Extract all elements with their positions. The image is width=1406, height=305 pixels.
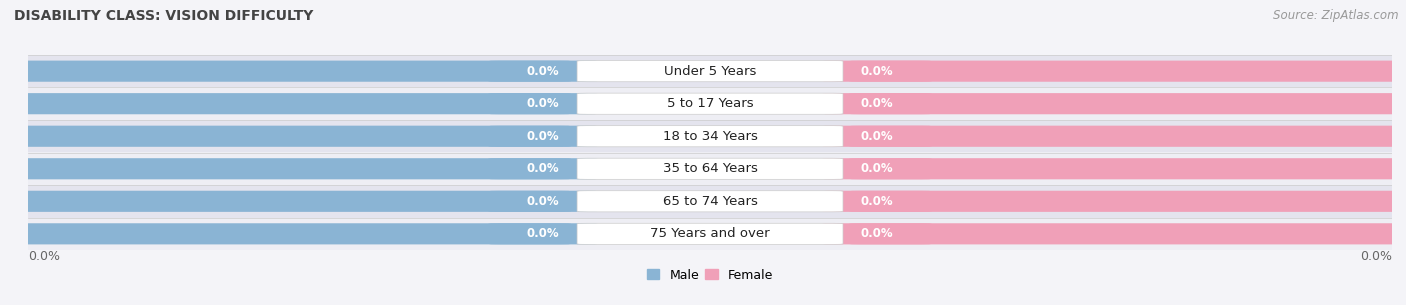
Legend: Male, Female: Male, Female: [643, 264, 778, 287]
Text: 0.0%: 0.0%: [860, 97, 893, 110]
FancyBboxPatch shape: [18, 191, 571, 212]
FancyBboxPatch shape: [849, 191, 1402, 212]
FancyBboxPatch shape: [488, 223, 598, 244]
FancyBboxPatch shape: [576, 126, 844, 147]
FancyBboxPatch shape: [576, 93, 844, 114]
Text: 18 to 34 Years: 18 to 34 Years: [662, 130, 758, 143]
Text: 0.0%: 0.0%: [527, 65, 560, 78]
Text: 0.0%: 0.0%: [1360, 250, 1392, 263]
FancyBboxPatch shape: [488, 93, 598, 114]
Text: 0.0%: 0.0%: [860, 195, 893, 208]
FancyBboxPatch shape: [849, 93, 1402, 114]
FancyBboxPatch shape: [849, 126, 1402, 147]
FancyBboxPatch shape: [823, 191, 932, 212]
Text: 5 to 17 Years: 5 to 17 Years: [666, 97, 754, 110]
FancyBboxPatch shape: [576, 61, 844, 82]
Bar: [28, 217, 1392, 250]
FancyBboxPatch shape: [18, 61, 571, 82]
Bar: [28, 55, 1392, 88]
Text: 75 Years and over: 75 Years and over: [650, 227, 770, 240]
Text: 35 to 64 Years: 35 to 64 Years: [662, 162, 758, 175]
FancyBboxPatch shape: [823, 93, 932, 114]
Bar: [28, 120, 1392, 152]
Text: 0.0%: 0.0%: [527, 195, 560, 208]
FancyBboxPatch shape: [18, 126, 571, 147]
Text: 0.0%: 0.0%: [527, 130, 560, 143]
FancyBboxPatch shape: [488, 126, 598, 147]
Text: 0.0%: 0.0%: [527, 227, 560, 240]
Text: 65 to 74 Years: 65 to 74 Years: [662, 195, 758, 208]
Bar: [28, 152, 1392, 185]
FancyBboxPatch shape: [849, 158, 1402, 179]
FancyBboxPatch shape: [18, 223, 571, 244]
FancyBboxPatch shape: [576, 191, 844, 212]
Text: 0.0%: 0.0%: [860, 227, 893, 240]
FancyBboxPatch shape: [18, 158, 571, 179]
FancyBboxPatch shape: [849, 61, 1402, 82]
Text: 0.0%: 0.0%: [527, 162, 560, 175]
Bar: [28, 88, 1392, 120]
FancyBboxPatch shape: [849, 223, 1402, 244]
Text: Source: ZipAtlas.com: Source: ZipAtlas.com: [1274, 9, 1399, 22]
Text: 0.0%: 0.0%: [527, 97, 560, 110]
Text: Under 5 Years: Under 5 Years: [664, 65, 756, 78]
Text: 0.0%: 0.0%: [28, 250, 60, 263]
FancyBboxPatch shape: [823, 126, 932, 147]
FancyBboxPatch shape: [823, 223, 932, 244]
FancyBboxPatch shape: [488, 191, 598, 212]
Text: 0.0%: 0.0%: [860, 65, 893, 78]
FancyBboxPatch shape: [576, 158, 844, 179]
Text: DISABILITY CLASS: VISION DIFFICULTY: DISABILITY CLASS: VISION DIFFICULTY: [14, 9, 314, 23]
FancyBboxPatch shape: [488, 158, 598, 179]
FancyBboxPatch shape: [18, 93, 571, 114]
FancyBboxPatch shape: [823, 158, 932, 179]
FancyBboxPatch shape: [576, 223, 844, 244]
FancyBboxPatch shape: [823, 61, 932, 82]
Text: 0.0%: 0.0%: [860, 130, 893, 143]
Bar: [28, 185, 1392, 217]
Text: 0.0%: 0.0%: [860, 162, 893, 175]
FancyBboxPatch shape: [488, 61, 598, 82]
